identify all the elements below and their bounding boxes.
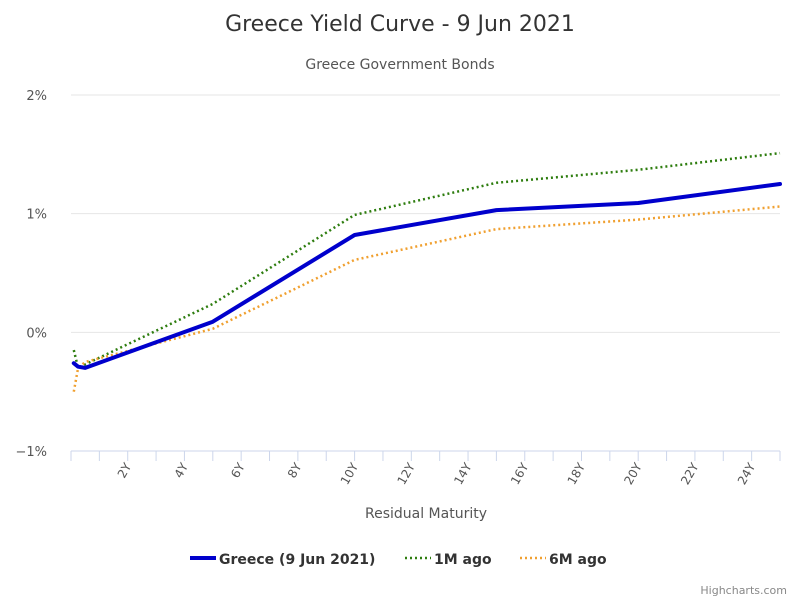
x-tick-label: 20Y (621, 460, 645, 487)
grid-lines (71, 94, 780, 452)
x-tick-label: 8Y (285, 460, 305, 481)
y-axis-ticks: 2% 1% 0% −1% (15, 89, 47, 460)
chart-title: Greece Yield Curve - 9 Jun 2021 (225, 12, 575, 37)
x-tick-label: 4Y (171, 460, 191, 481)
series-line-2 (72, 205, 781, 392)
x-tick-label: 12Y (394, 460, 418, 487)
x-tick-label: 14Y (451, 460, 475, 487)
x-tick-label: 22Y (678, 460, 702, 487)
x-tick-label: 10Y (338, 460, 362, 487)
legend-item-0[interactable]: Greece (9 Jun 2021) (190, 552, 375, 568)
x-tick-label: 16Y (508, 460, 532, 487)
legend: Greece (9 Jun 2021) 1M ago 6M ago (190, 552, 607, 568)
y-tick-label: 1% (26, 208, 47, 223)
legend-label: 6M ago (549, 552, 607, 568)
legend-label: Greece (9 Jun 2021) (219, 552, 375, 568)
x-tick-label: 6Y (228, 460, 248, 481)
y-tick-label: −1% (15, 445, 47, 460)
x-axis-ticks: 2Y 4Y 6Y 8Y 10Y 12Y 14Y 16Y 18Y 20Y 22Y 24Y (115, 460, 759, 487)
x-axis (70, 450, 781, 461)
x-axis-title: Residual Maturity (365, 506, 487, 522)
x-tick-label: 2Y (115, 460, 135, 481)
series-line-0 (71, 182, 782, 370)
y-tick-label: 0% (26, 326, 47, 341)
series-lines (71, 151, 782, 392)
x-tick-label: 24Y (735, 460, 759, 487)
chart-subtitle: Greece Government Bonds (305, 57, 494, 73)
credits-link[interactable]: Highcharts.com (700, 584, 787, 597)
y-tick-label: 2% (26, 89, 47, 104)
legend-item-1[interactable]: 1M ago (405, 552, 492, 568)
series-line-1 (72, 151, 781, 370)
legend-label: 1M ago (434, 552, 492, 568)
x-tick-label: 18Y (565, 460, 589, 487)
legend-item-2[interactable]: 6M ago (520, 552, 607, 568)
